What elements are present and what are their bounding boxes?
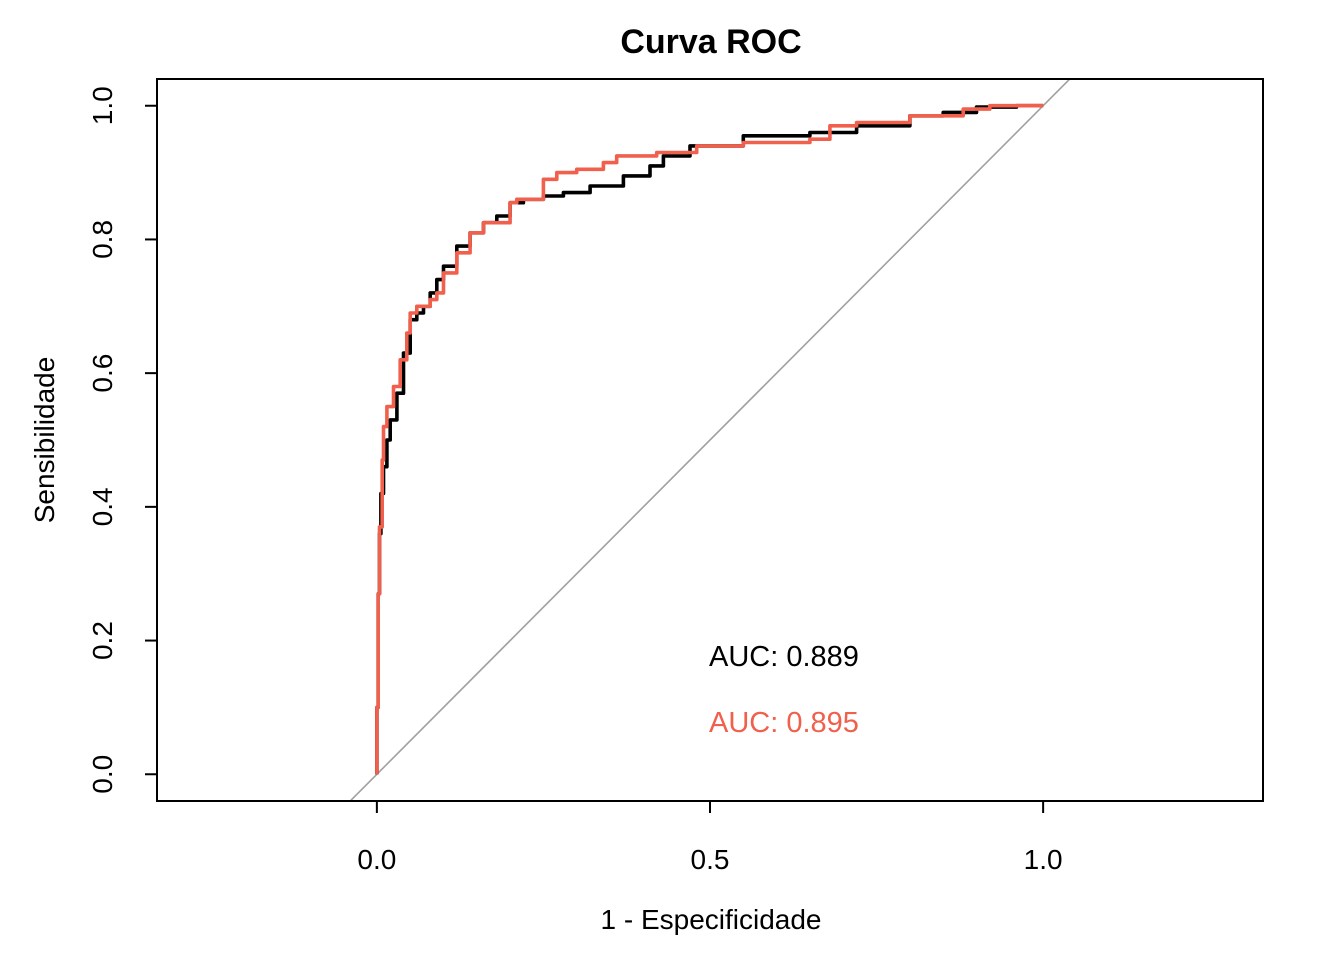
y-tick-label: 1.0 xyxy=(87,86,118,125)
chart-title: Curva ROC xyxy=(620,23,801,61)
auc-label-model-2: AUC: 0.895 xyxy=(709,707,859,739)
auc-annotations: AUC: 0.889 AUC: 0.895 xyxy=(709,641,859,739)
y-tick-label: 0.4 xyxy=(87,487,118,526)
x-tick-label: 0.0 xyxy=(357,844,396,875)
plot-content xyxy=(349,79,1071,801)
plot-area xyxy=(349,79,1071,801)
series-group xyxy=(375,103,1044,775)
y-tick-label: 0.8 xyxy=(87,220,118,259)
auc-label-model-1: AUC: 0.889 xyxy=(709,641,859,673)
roc-curve-model-2 xyxy=(375,103,1044,775)
x-axis: 0.0 0.5 1.0 xyxy=(357,801,1063,875)
y-axis-label: Sensibilidade xyxy=(29,357,60,524)
y-tick-label: 0.2 xyxy=(87,621,118,660)
x-tick-label: 0.5 xyxy=(691,844,730,875)
y-tick-label: 0.0 xyxy=(87,755,118,794)
x-tick-label: 1.0 xyxy=(1024,844,1063,875)
y-tick-label: 0.6 xyxy=(87,354,118,393)
y-axis: 0.0 0.2 0.4 0.6 0.8 1.0 xyxy=(87,86,157,794)
chance-reference-line xyxy=(349,79,1071,801)
x-axis-label: 1 - Especificidade xyxy=(600,904,821,935)
